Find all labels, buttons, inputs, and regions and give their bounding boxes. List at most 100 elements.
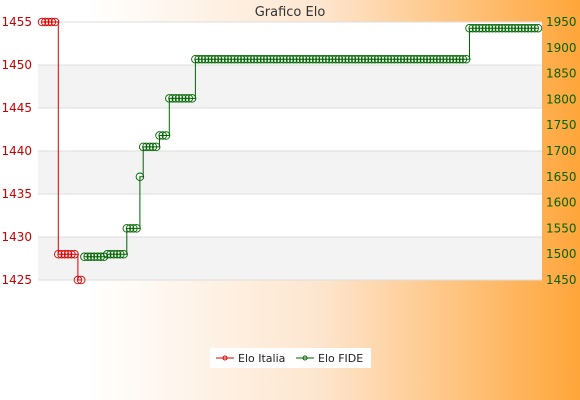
data-point-elo-fide [191, 54, 200, 64]
data-point-elo-fide [432, 54, 442, 64]
data-point-elo-italia [54, 249, 63, 259]
grid-band [38, 237, 542, 280]
data-point-elo-fide [187, 94, 197, 103]
data-point-elo-fide [393, 54, 402, 64]
data-point-elo-fide [308, 54, 318, 64]
data-point-elo-fide [129, 224, 138, 233]
y-right-tick-label: 1750 [546, 118, 577, 132]
data-point-elo-fide [272, 54, 282, 64]
y-right-tick-label: 1850 [546, 67, 577, 81]
chart-title: Grafico Elo [255, 5, 326, 20]
data-point-elo-fide [253, 54, 262, 64]
data-point-elo-fide [491, 23, 500, 33]
y-right-tick-label: 1950 [546, 15, 577, 29]
data-point-elo-fide [285, 54, 295, 64]
series-line-elo-italia [42, 21, 82, 281]
data-point-elo-fide [315, 54, 324, 64]
legend-label-elo-italia: Elo Italia [238, 352, 285, 365]
data-point-elo-fide [527, 23, 536, 33]
data-point-elo-italia [57, 249, 66, 259]
data-point-elo-fide [351, 54, 360, 64]
data-point-elo-italia [41, 17, 50, 27]
data-point-elo-fide [458, 54, 468, 64]
data-point-elo-fide [106, 249, 115, 259]
data-point-elo-fide [138, 142, 148, 152]
data-point-elo-fide [227, 54, 236, 64]
data-point-elo-fide [377, 54, 386, 64]
data-point-elo-fide [243, 54, 252, 64]
data-point-elo-fide [341, 54, 350, 64]
data-point-elo-fide [357, 54, 367, 64]
data-point-elo-fide [210, 54, 220, 64]
data-point-elo-fide [331, 54, 340, 64]
data-point-elo-fide [439, 54, 448, 64]
data-point-elo-italia [73, 275, 83, 285]
data-point-elo-fide [184, 94, 194, 103]
data-point-elo-fide [465, 23, 474, 33]
data-point-elo-fide [383, 54, 393, 64]
data-point-elo-fide [93, 252, 102, 262]
data-point-elo-fide [517, 23, 526, 33]
data-point-elo-fide [373, 54, 383, 64]
data-point-elo-fide [497, 23, 507, 33]
data-point-elo-fide [334, 54, 344, 64]
data-point-elo-fide [142, 142, 151, 152]
data-point-elo-fide [135, 172, 145, 182]
y-right-tick-label: 1500 [546, 247, 577, 261]
data-point-elo-fide [488, 23, 497, 33]
data-point-elo-fide [429, 54, 438, 64]
data-point-elo-fide [181, 94, 190, 103]
y-left-tick-label: 1425 [1, 273, 32, 287]
y-right-tick-label: 1600 [546, 196, 577, 210]
data-point-elo-fide [197, 54, 207, 64]
data-point-elo-fide [370, 54, 380, 64]
data-point-elo-fide [116, 249, 125, 259]
y-left-tick-label: 1430 [1, 230, 32, 244]
data-point-elo-fide [347, 54, 357, 64]
data-point-elo-fide [233, 54, 243, 64]
data-point-elo-fide [504, 23, 513, 33]
data-point-elo-fide [448, 54, 458, 64]
data-point-elo-fide [328, 54, 337, 64]
y-left-tick-label: 1450 [1, 58, 32, 72]
data-point-elo-fide [501, 23, 510, 33]
data-point-elo-fide [494, 23, 504, 33]
data-point-elo-fide [200, 54, 210, 64]
data-point-elo-fide [132, 224, 141, 233]
data-point-elo-fide [481, 23, 491, 33]
y-left-tick-label: 1440 [1, 144, 32, 158]
data-point-elo-italia [37, 17, 47, 27]
data-point-elo-fide [311, 54, 321, 64]
data-point-elo-fide [266, 54, 275, 64]
data-point-elo-italia [70, 249, 79, 259]
data-point-elo-fide [178, 94, 187, 103]
data-point-elo-fide [262, 54, 272, 64]
data-point-elo-fide [510, 23, 520, 33]
data-point-elo-fide [249, 54, 259, 64]
data-point-elo-fide [455, 54, 464, 64]
data-point-elo-fide [507, 23, 517, 33]
data-point-elo-fide [533, 23, 543, 33]
data-point-elo-fide [426, 54, 435, 64]
data-point-elo-fide [207, 54, 216, 64]
data-point-elo-fide [305, 54, 314, 64]
grid-band [38, 65, 542, 108]
data-point-elo-fide [298, 54, 308, 64]
data-point-elo-fide [396, 54, 406, 64]
data-point-elo-fide [399, 54, 409, 64]
y-right-tick-label: 1900 [546, 41, 577, 55]
y-right-tick-label: 1450 [546, 273, 577, 287]
series-line-elo-fide [84, 27, 538, 258]
data-point-elo-fide [416, 54, 425, 64]
data-point-elo-fide [442, 54, 451, 64]
data-point-elo-fide [151, 142, 161, 152]
y-right-tick-label: 1800 [546, 92, 577, 106]
data-point-elo-fide [171, 94, 181, 103]
data-point-elo-fide [282, 54, 291, 64]
data-point-elo-fide [468, 23, 477, 33]
data-point-elo-fide [318, 54, 327, 64]
data-point-elo-italia [63, 249, 73, 259]
data-point-elo-fide [295, 54, 305, 64]
